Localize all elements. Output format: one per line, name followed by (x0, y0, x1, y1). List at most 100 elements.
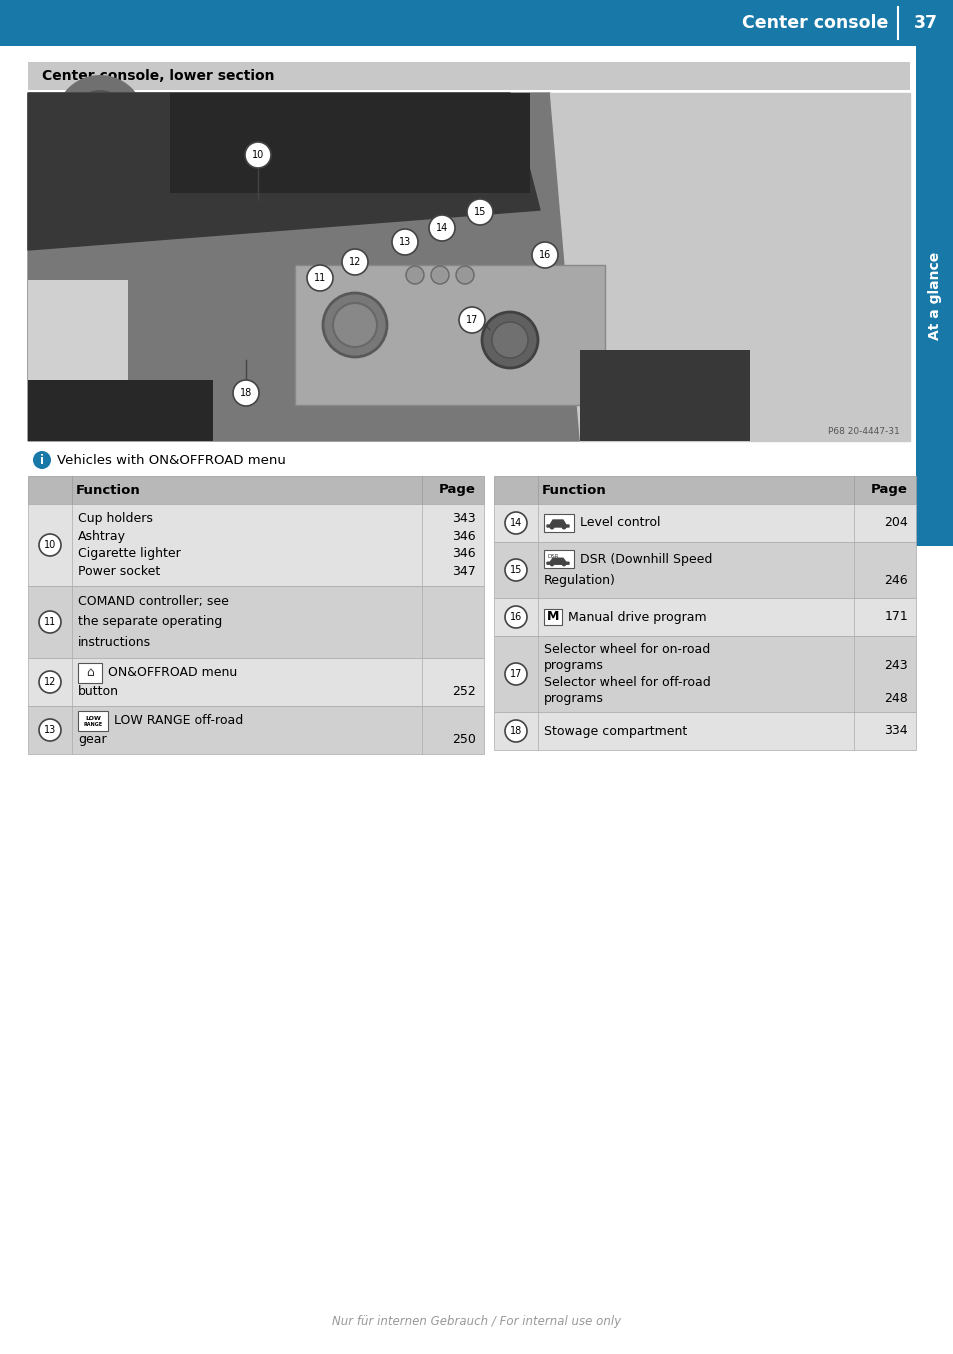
Circle shape (333, 303, 376, 347)
Text: 171: 171 (883, 611, 907, 623)
Text: the separate operating: the separate operating (78, 616, 222, 628)
Circle shape (458, 307, 484, 333)
Text: 243: 243 (883, 659, 907, 672)
Text: 11: 11 (44, 617, 56, 627)
Text: 15: 15 (474, 207, 486, 217)
Text: 16: 16 (538, 250, 551, 260)
Circle shape (33, 451, 51, 468)
Text: 11: 11 (314, 274, 326, 283)
Text: ON&OFFROAD menu: ON&OFFROAD menu (108, 666, 237, 680)
Text: gear: gear (78, 733, 107, 746)
Circle shape (456, 265, 474, 284)
Circle shape (323, 292, 387, 357)
Bar (543, 550, 574, 569)
Bar (28, 93, 909, 441)
Text: DSR (Downhill Speed: DSR (Downhill Speed (579, 552, 712, 566)
Bar (494, 636, 915, 712)
Text: Regulation): Regulation) (543, 574, 616, 588)
Circle shape (70, 89, 130, 150)
Text: 13: 13 (398, 237, 411, 246)
Text: programs: programs (543, 659, 603, 672)
Text: 14: 14 (436, 223, 448, 233)
Text: instructions: instructions (78, 635, 151, 649)
Text: 16: 16 (509, 612, 521, 621)
Text: Center console: Center console (740, 14, 887, 32)
Text: Vehicles with ON&OFFROAD menu: Vehicles with ON&OFFROAD menu (57, 454, 286, 467)
Text: RANGE: RANGE (83, 722, 103, 727)
Circle shape (39, 672, 61, 693)
Circle shape (467, 199, 493, 225)
Text: 17: 17 (509, 669, 521, 678)
Text: Cigarette lighter: Cigarette lighter (78, 547, 180, 561)
Text: 12: 12 (44, 677, 56, 686)
Text: 246: 246 (883, 574, 907, 588)
Circle shape (39, 719, 61, 741)
Bar (78, 711, 108, 731)
Text: Function: Function (541, 483, 606, 497)
Text: ⌂: ⌂ (86, 666, 93, 680)
Text: 248: 248 (883, 692, 907, 705)
Polygon shape (546, 558, 568, 565)
Text: Selector wheel for off-road: Selector wheel for off-road (543, 676, 710, 689)
Text: button: button (78, 685, 119, 697)
Bar (543, 515, 574, 532)
Circle shape (245, 142, 271, 168)
Text: Page: Page (438, 483, 476, 497)
Text: 204: 204 (883, 516, 907, 529)
Circle shape (549, 562, 554, 566)
Bar (28, 586, 483, 658)
Bar (28, 380, 213, 441)
Text: M: M (546, 611, 558, 623)
Text: Function: Function (76, 483, 141, 497)
Circle shape (561, 524, 566, 529)
Text: 346: 346 (452, 547, 476, 561)
Circle shape (504, 607, 526, 628)
Bar (28, 477, 483, 504)
Bar (28, 504, 483, 586)
Text: 37: 37 (913, 14, 937, 32)
Text: COMAND controller; see: COMAND controller; see (78, 596, 229, 608)
Circle shape (532, 242, 558, 268)
Text: Level control: Level control (579, 516, 659, 529)
Circle shape (504, 720, 526, 742)
Bar (494, 477, 915, 504)
Bar (494, 712, 915, 750)
Bar (78, 662, 102, 682)
Circle shape (392, 229, 417, 255)
Text: Stowage compartment: Stowage compartment (543, 724, 686, 738)
Text: programs: programs (543, 692, 603, 705)
Polygon shape (546, 520, 568, 527)
Circle shape (39, 611, 61, 634)
Text: At a glance: At a glance (927, 252, 941, 340)
Circle shape (307, 265, 333, 291)
Circle shape (504, 512, 526, 533)
Bar (294, 265, 604, 405)
Circle shape (233, 380, 258, 406)
Bar (494, 504, 915, 542)
Circle shape (561, 562, 566, 566)
Circle shape (504, 559, 526, 581)
Text: P68 20-4447-31: P68 20-4447-31 (827, 427, 899, 436)
Text: DSR: DSR (547, 554, 558, 559)
Circle shape (429, 215, 455, 241)
Text: i: i (40, 454, 44, 467)
Bar (28, 280, 128, 380)
Text: Cup holders: Cup holders (78, 512, 152, 525)
Circle shape (504, 663, 526, 685)
Text: LOW: LOW (85, 716, 101, 722)
Polygon shape (550, 93, 909, 441)
Text: 10: 10 (252, 150, 264, 160)
Text: 334: 334 (883, 724, 907, 738)
Text: LOW RANGE off-road: LOW RANGE off-road (113, 715, 243, 727)
Text: Selector wheel for on-road: Selector wheel for on-road (543, 643, 709, 655)
Text: 252: 252 (452, 685, 476, 697)
Bar (28, 62, 909, 89)
Text: Center console, lower section: Center console, lower section (42, 69, 274, 83)
Text: Manual drive program: Manual drive program (567, 611, 706, 623)
Text: 18: 18 (239, 389, 252, 398)
Text: 347: 347 (452, 565, 476, 578)
Circle shape (341, 249, 368, 275)
Circle shape (39, 533, 61, 556)
Bar (915, 46, 953, 546)
Text: 10: 10 (44, 540, 56, 550)
